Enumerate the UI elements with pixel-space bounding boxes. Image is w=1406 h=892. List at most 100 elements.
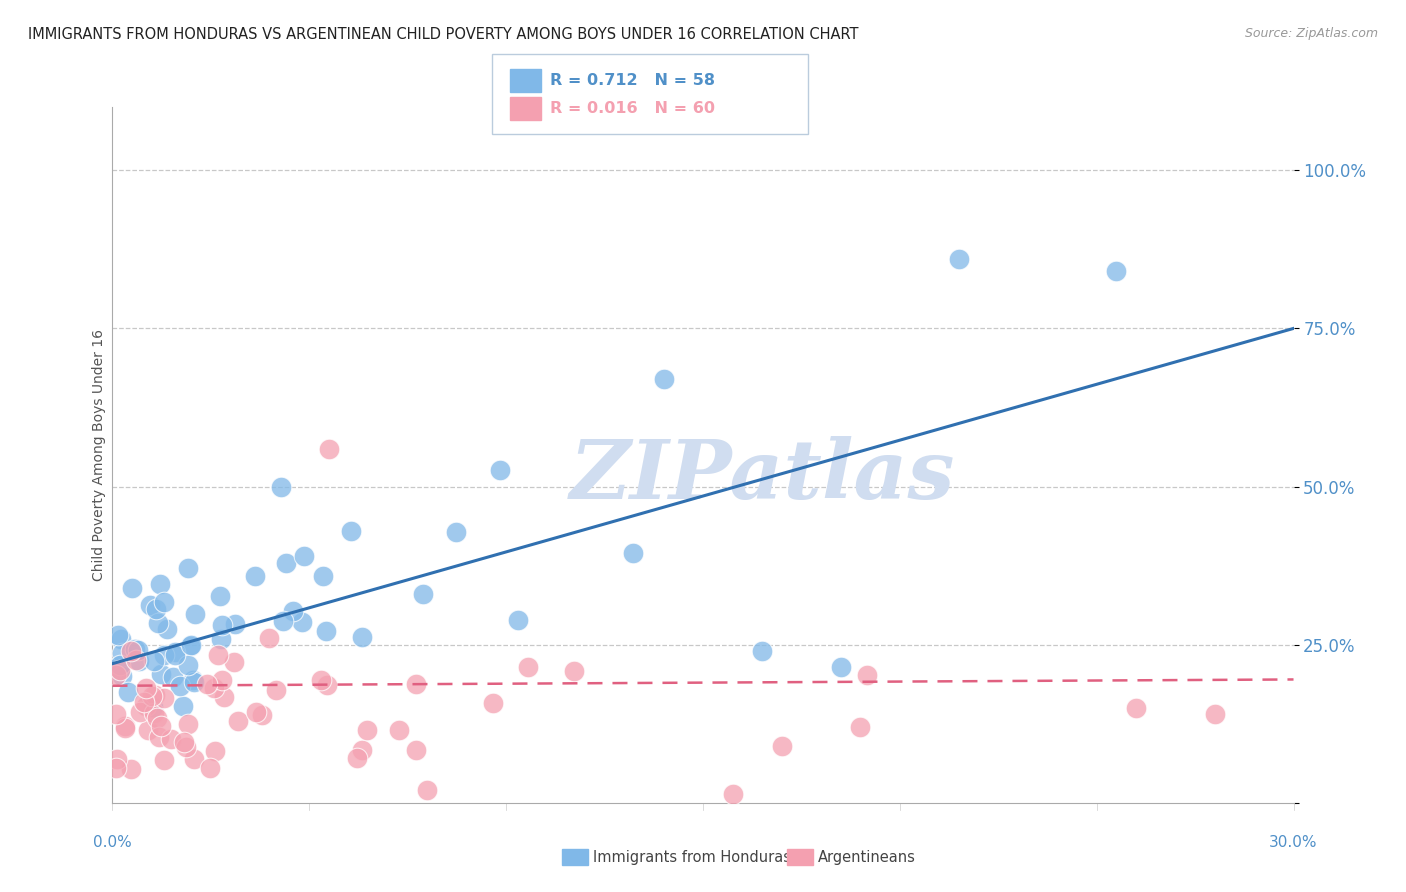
Point <box>270 480 292 494</box>
Point <box>153 690 176 705</box>
Point <box>177 561 200 575</box>
Point <box>405 676 427 690</box>
Point <box>318 442 340 456</box>
Point <box>291 615 314 629</box>
Point <box>245 706 267 720</box>
Point <box>110 646 132 660</box>
Point <box>211 618 233 632</box>
Point <box>127 642 149 657</box>
Point <box>165 648 187 663</box>
Point <box>149 577 172 591</box>
Point <box>114 721 136 735</box>
Point <box>181 673 204 688</box>
Point <box>257 631 280 645</box>
Point <box>198 760 221 774</box>
Point <box>124 642 146 657</box>
Point <box>252 707 274 722</box>
Point <box>145 711 167 725</box>
Point <box>132 695 155 709</box>
Point <box>146 616 169 631</box>
Point <box>948 252 970 266</box>
Text: Immigrants from Honduras: Immigrants from Honduras <box>593 850 792 864</box>
Point <box>141 690 163 704</box>
Point <box>177 658 200 673</box>
Point <box>121 581 143 595</box>
Text: Argentineans: Argentineans <box>818 850 917 864</box>
Point <box>356 723 378 737</box>
Point <box>183 674 205 689</box>
Point <box>105 752 128 766</box>
Point <box>120 762 142 776</box>
Point <box>281 604 304 618</box>
Point <box>124 653 146 667</box>
Point <box>153 753 176 767</box>
Point <box>129 705 152 719</box>
Point <box>209 632 232 646</box>
Point <box>416 783 439 797</box>
Point <box>516 660 538 674</box>
Point <box>169 679 191 693</box>
Point <box>721 787 744 801</box>
Point <box>202 681 225 695</box>
Point <box>114 719 136 733</box>
Point <box>488 463 510 477</box>
Point <box>174 739 197 754</box>
Point <box>148 730 170 744</box>
Point <box>195 677 218 691</box>
Point <box>506 613 529 627</box>
Text: 0.0%: 0.0% <box>93 836 132 850</box>
Point <box>207 648 229 662</box>
Point <box>340 524 363 538</box>
Point <box>156 622 179 636</box>
Point <box>117 684 139 698</box>
Point <box>108 659 131 673</box>
Point <box>142 700 165 714</box>
Point <box>1105 264 1128 278</box>
Point <box>204 744 226 758</box>
Point <box>264 683 287 698</box>
Point <box>316 678 339 692</box>
Point <box>143 689 166 703</box>
Point <box>405 743 427 757</box>
Point <box>143 654 166 668</box>
Point <box>830 660 852 674</box>
Point <box>183 752 205 766</box>
Point <box>184 607 207 621</box>
Point <box>163 645 186 659</box>
Point <box>153 648 176 662</box>
Point <box>208 590 231 604</box>
Point <box>562 665 585 679</box>
Point <box>135 698 157 713</box>
Point <box>150 719 173 733</box>
Point <box>412 587 434 601</box>
Point <box>173 735 195 749</box>
Point <box>138 723 160 737</box>
Text: IMMIGRANTS FROM HONDURAS VS ARGENTINEAN CHILD POVERTY AMONG BOYS UNDER 16 CORREL: IMMIGRANTS FROM HONDURAS VS ARGENTINEAN … <box>28 27 859 42</box>
Point <box>312 569 335 583</box>
Point <box>105 706 128 721</box>
Point <box>111 669 134 683</box>
Point <box>162 670 184 684</box>
Point <box>152 595 174 609</box>
Text: Source: ZipAtlas.com: Source: ZipAtlas.com <box>1244 27 1378 40</box>
Point <box>107 628 129 642</box>
Point <box>177 716 200 731</box>
Point <box>482 697 505 711</box>
Point <box>179 639 201 653</box>
Point <box>388 723 411 737</box>
Point <box>352 743 374 757</box>
Point <box>120 644 142 658</box>
Point <box>1125 701 1147 715</box>
Point <box>105 667 128 681</box>
Point <box>243 569 266 583</box>
Point <box>105 761 128 775</box>
Text: ZIPatlas: ZIPatlas <box>569 436 955 516</box>
Point <box>226 714 249 728</box>
Point <box>271 614 294 628</box>
Point <box>292 549 315 564</box>
Point <box>108 658 131 673</box>
Text: R = 0.712   N = 58: R = 0.712 N = 58 <box>550 73 714 87</box>
Point <box>621 546 644 560</box>
Point <box>849 720 872 734</box>
Point <box>145 602 167 616</box>
